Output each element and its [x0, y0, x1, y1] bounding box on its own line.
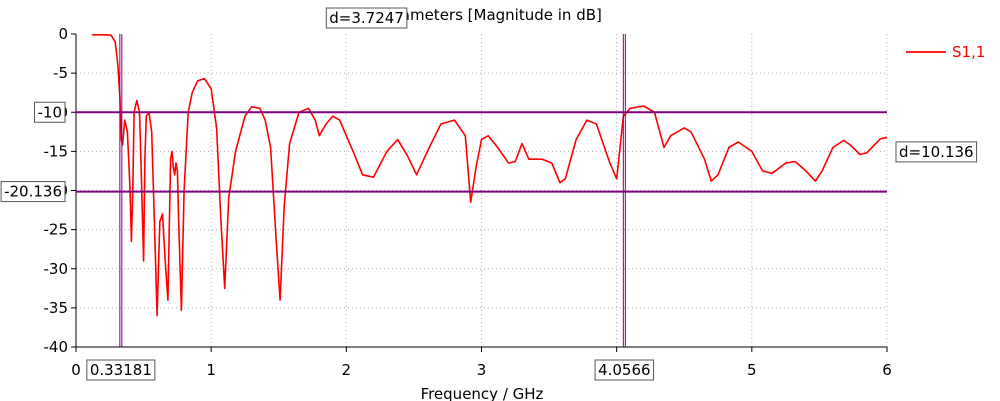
y-tick-label: 0 [58, 25, 68, 43]
tick-labels: 01234560-5-10-15-20-25-30-35-40 [44, 25, 892, 379]
y-tick-label: -35 [44, 299, 69, 317]
y-tick-label: -40 [44, 338, 69, 356]
chart-title: S-Parameters [Magnitude in dB] [362, 6, 602, 24]
y-tick-label: -30 [44, 260, 69, 278]
vertical-delta-label-text: d=3.7247 [329, 9, 404, 27]
vertical-delta-label: d=3.7247 [325, 7, 408, 29]
x-tick-label: 3 [477, 361, 487, 379]
x-tick-label: 0 [71, 361, 81, 379]
y-tick-label: -15 [44, 142, 69, 160]
horizontal-marker-value-text: -20.136 [4, 183, 62, 201]
horizontal-delta-label-text: d=10.136 [899, 143, 974, 161]
vertical-marker-value: 0.33181 [86, 359, 156, 381]
x-tick-label: 2 [342, 361, 352, 379]
marker-lines: 0.33181 4.0566 -10 -20.136 d=3.7247 d=10.136 [0, 7, 978, 381]
legend-label: S1,1 [952, 43, 985, 61]
horizontal-delta-label-box [895, 141, 978, 163]
axes [71, 33, 888, 352]
horizontal-marker-value-box [0, 181, 66, 203]
horizontal-marker-value-box [34, 101, 66, 123]
y-tick-label: -5 [53, 64, 68, 82]
series-line-group [92, 34, 888, 317]
series-line-s11 [92, 34, 888, 317]
x-tick-label: 1 [206, 361, 216, 379]
horizontal-marker-value: -10 [34, 101, 66, 123]
vertical-marker-value-text: 0.33181 [90, 361, 152, 379]
vertical-delta-label-box [325, 7, 408, 29]
horizontal-marker-value-text: -10 [38, 103, 63, 121]
x-axis-label: Frequency / GHz [421, 385, 544, 401]
x-tick-label: 5 [747, 361, 757, 379]
vertical-marker-value-text: 4.0566 [598, 361, 651, 379]
horizontal-delta-label: d=10.136 [895, 141, 978, 163]
x-tick-label: 6 [882, 361, 892, 379]
legend: S1,1 [906, 43, 985, 61]
grid-lines [76, 34, 888, 347]
y-tick-label: -25 [44, 221, 69, 239]
vertical-marker-value: 4.0566 [594, 359, 655, 381]
horizontal-marker-value: -20.136 [0, 181, 66, 203]
vertical-marker-value-box [594, 359, 655, 381]
vertical-marker-value-box [86, 359, 156, 381]
